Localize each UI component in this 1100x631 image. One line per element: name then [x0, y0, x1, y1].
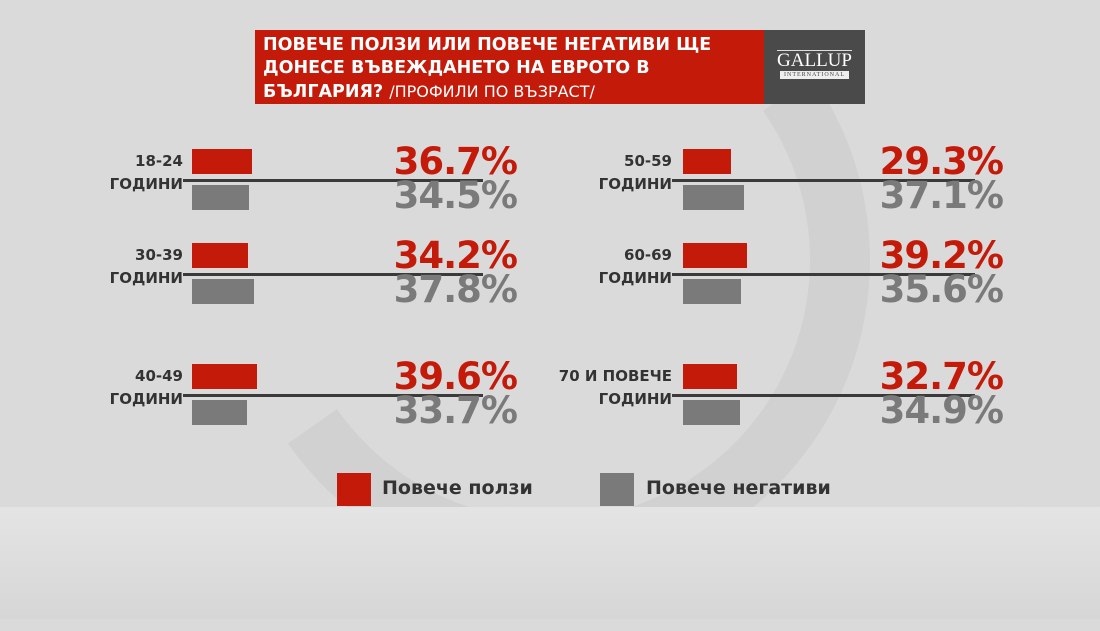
bar-benefits [683, 149, 732, 174]
divider-line [183, 273, 483, 276]
value-label-negatives: 35.6% [879, 268, 1004, 311]
category-label-unit: ГОДИНИ [598, 269, 672, 287]
category-label: 60-69 ГОДИНИ [542, 244, 672, 290]
value-label-negatives: 33.7% [393, 389, 518, 432]
category-label-age: 50-59 [624, 152, 672, 170]
gallup-logo: GALLUP INTERNATIONAL [764, 30, 865, 104]
value-label-negatives: 34.9% [879, 389, 1004, 432]
bar-negatives [192, 400, 248, 425]
category-label-age: 30-39 [135, 246, 183, 264]
legend-label-negatives: Повече негативи [646, 477, 831, 499]
category-label: 40-49 ГОДИНИ [53, 365, 183, 411]
category-label-age: 40-49 [135, 367, 183, 385]
divider-line [672, 179, 975, 182]
value-label-benefits: 39.2% [879, 234, 1004, 277]
value-label-benefits: 36.7% [393, 140, 518, 183]
divider-line [183, 394, 483, 397]
category-label-unit: ГОДИНИ [109, 269, 183, 287]
chart-title: ПОВЕЧЕ ПОЛЗИ ИЛИ ПОВЕЧЕ НЕГАТИВИ ЩЕ ДОНЕ… [255, 30, 765, 104]
title-text: ПОВЕЧЕ ПОЛЗИ ИЛИ ПОВЕЧЕ НЕГАТИВИ ЩЕ ДОНЕ… [263, 35, 712, 102]
bar-negatives [683, 279, 742, 304]
value-label-benefits: 34.2% [393, 234, 518, 277]
value-label-benefits: 39.6% [393, 355, 518, 398]
value-label-benefits: 32.7% [879, 355, 1004, 398]
divider-line [672, 273, 975, 276]
bar-negatives [192, 279, 254, 304]
category-label-age: 18-24 [135, 152, 183, 170]
value-label-negatives: 37.8% [393, 268, 518, 311]
bar-benefits [192, 364, 257, 389]
footer-band [0, 507, 1100, 619]
category-label: 70 И ПОВЕЧЕ ГОДИНИ [542, 365, 672, 411]
bar-negatives [683, 185, 744, 210]
value-label-benefits: 29.3% [879, 140, 1004, 183]
bar-benefits [683, 364, 737, 389]
legend-label-benefits: Повече ползи [382, 477, 533, 499]
legend-swatch-negatives [600, 473, 634, 506]
value-label-negatives: 37.1% [879, 174, 1004, 217]
category-label-unit: ГОДИНИ [598, 390, 672, 408]
bar-benefits [683, 243, 748, 268]
category-label: 50-59 ГОДИНИ [542, 150, 672, 196]
subtitle-text: /ПРОФИЛИ ПО ВЪЗРАСТ/ [389, 82, 595, 101]
divider-line [672, 394, 975, 397]
value-label-negatives: 34.5% [393, 174, 518, 217]
bar-benefits [192, 243, 249, 268]
bar-negatives [683, 400, 741, 425]
bar-benefits [192, 149, 253, 174]
legend-swatch-benefits [337, 473, 371, 506]
category-label-age: 70 И ПОВЕЧЕ [558, 367, 672, 385]
category-label-unit: ГОДИНИ [109, 390, 183, 408]
category-label-unit: ГОДИНИ [109, 175, 183, 193]
category-label-age: 60-69 [624, 246, 672, 264]
category-label: 30-39 ГОДИНИ [53, 244, 183, 290]
category-label-unit: ГОДИНИ [598, 175, 672, 193]
divider-line [183, 179, 483, 182]
bar-negatives [192, 185, 249, 210]
category-label: 18-24 ГОДИНИ [53, 150, 183, 196]
